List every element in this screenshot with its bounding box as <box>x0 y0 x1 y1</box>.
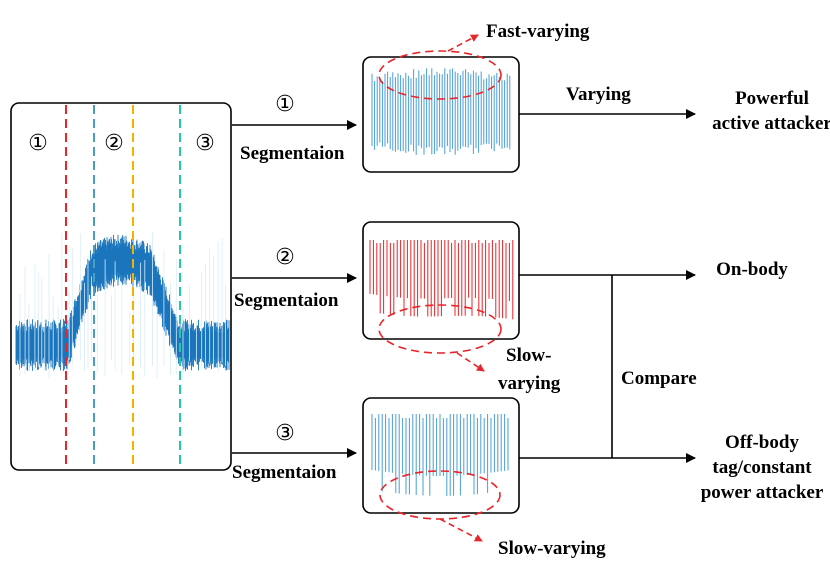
fast-varying-pointer <box>447 34 479 52</box>
fast-varying-highlight <box>378 50 502 100</box>
result-powerful-line-2: active attacker <box>712 113 830 134</box>
result-off-body-line-3: power attacker <box>701 482 824 503</box>
fast-varying-label: Fast-varying <box>486 21 590 42</box>
branch-2-segmentation-label: Segmentaion <box>234 290 339 311</box>
slow-varying-label-3: Slow-varying <box>498 538 606 559</box>
branch-1-segmentation-label: Segmentaion <box>240 143 345 164</box>
full-signal-highlights <box>19 232 226 378</box>
branch-3-trace <box>371 414 509 496</box>
slow-varying-label-2-line-2: varying <box>498 373 561 394</box>
result-off-body-line-1: Off-body <box>725 432 799 453</box>
varying-label: Varying <box>566 84 631 105</box>
branch-2-trace <box>369 240 514 320</box>
result-off-body-line-2: tag/constant <box>712 457 812 478</box>
slow-varying-highlight-2 <box>378 304 502 354</box>
branch-1-marker: ① <box>275 92 295 117</box>
result-powerful-line-1: Powerful <box>735 88 809 109</box>
branch-1-trace <box>371 68 511 155</box>
segment-marker-2: ② <box>104 131 124 156</box>
segment-marker-3: ③ <box>195 131 215 156</box>
full-signal-panel <box>10 102 232 471</box>
slow-varying-pointer-3 <box>439 518 483 542</box>
branch-3-marker: ③ <box>275 421 295 446</box>
branch-2-waveform <box>369 240 514 320</box>
full-signal-waveform <box>15 232 230 378</box>
branch-2-marker: ② <box>275 245 295 270</box>
branch-3-waveform <box>371 414 509 496</box>
segment-marker-1: ① <box>28 131 48 156</box>
slow-varying-label-2-line-1: Slow- <box>506 345 551 366</box>
branch-3-segment-box <box>362 397 520 514</box>
result-on-body: On-body <box>716 259 788 280</box>
branch-1-segment-box <box>362 56 520 173</box>
branch-3-segmentation-label: Segmentaion <box>232 462 337 483</box>
slow-varying-pointer-2 <box>456 352 485 372</box>
compare-label: Compare <box>621 368 697 389</box>
branch-1-waveform <box>371 68 511 155</box>
